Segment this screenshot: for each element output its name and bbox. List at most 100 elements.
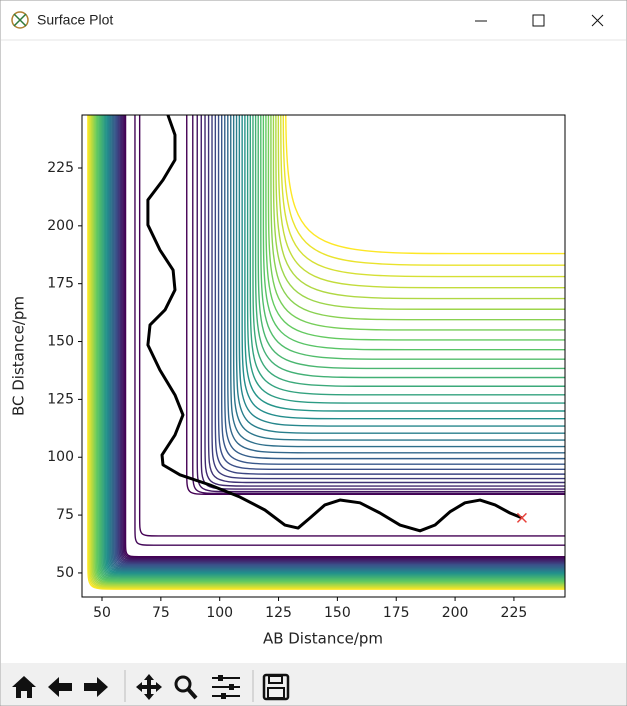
contour-line	[115, 115, 565, 566]
x-tick-label: 100	[206, 605, 233, 621]
contour-line	[192, 115, 565, 495]
contour-line	[134, 115, 565, 546]
contour-line	[97, 115, 565, 581]
home-button[interactable]	[12, 676, 36, 698]
contour-line	[262, 115, 565, 351]
y-tick-label: 125	[47, 391, 74, 407]
x-tick-label: 200	[442, 605, 469, 621]
contour-line	[241, 115, 565, 420]
x-tick-label: 125	[265, 605, 292, 621]
app-icon-mark	[13, 13, 27, 27]
contour-line	[207, 115, 565, 484]
contour-line	[112, 115, 565, 569]
contour-line	[277, 115, 565, 289]
y-tick-label: 75	[56, 507, 74, 523]
contour-line	[89, 115, 565, 588]
save-button[interactable]	[262, 673, 290, 701]
contour-line	[87, 115, 565, 590]
contour-line	[105, 115, 565, 575]
x-tick-label: 75	[152, 605, 170, 621]
contour-line	[224, 115, 565, 460]
contour-line	[103, 115, 565, 577]
contour-line	[217, 115, 565, 471]
y-tick-label: 150	[47, 334, 74, 350]
contour-line	[232, 115, 565, 441]
contour-line	[257, 115, 565, 370]
contour-line	[120, 115, 565, 562]
contour-line	[98, 115, 565, 581]
trajectory-line	[146, 115, 523, 533]
contour-line	[267, 115, 565, 331]
y-tick-label: 200	[47, 218, 74, 234]
contour-line	[102, 115, 565, 578]
contour-line	[107, 115, 565, 573]
contour-line	[106, 115, 565, 574]
contour-line	[249, 115, 565, 396]
contour-line	[275, 115, 565, 300]
toolbar	[1, 663, 626, 705]
maximize-button[interactable]	[532, 14, 545, 27]
contour-line	[235, 115, 565, 434]
contour-line	[238, 115, 565, 427]
contour-line	[96, 115, 565, 582]
contour-line	[124, 115, 565, 558]
contour-line	[108, 115, 565, 572]
contour-line	[285, 115, 565, 255]
x-axis-label: AB Distance/pm	[263, 630, 383, 648]
close-button[interactable]	[591, 14, 604, 27]
contour-line	[99, 115, 565, 580]
contour-line	[230, 115, 565, 448]
contour-line	[244, 115, 565, 412]
contour-line	[117, 115, 565, 564]
contour-line	[260, 115, 565, 360]
contour-line	[186, 115, 565, 495]
contour-surface	[87, 115, 565, 590]
forward-button[interactable]	[84, 677, 108, 697]
contour-line	[114, 115, 565, 567]
contour-line	[122, 115, 565, 560]
back-button[interactable]	[48, 677, 72, 697]
contour-line	[272, 115, 565, 310]
contour-line	[95, 115, 565, 583]
x-tick-label: 150	[324, 605, 351, 621]
plot: 50 75 100 125 150 175 200 225 50 75 100 125 150 175 20…	[47, 114, 566, 621]
pan-button[interactable]	[136, 674, 162, 700]
toolbar-background	[1, 663, 626, 705]
contour-line	[123, 115, 565, 559]
contour-line	[104, 115, 565, 576]
contour-line	[92, 115, 565, 585]
configure-button[interactable]	[212, 675, 240, 699]
contour-line	[227, 115, 565, 454]
y-tick-label: 100	[47, 449, 74, 465]
contour-line	[204, 115, 565, 487]
y-tick-label: 175	[47, 276, 74, 292]
title-bar: Surface Plot	[1, 11, 626, 41]
plot-frame	[81, 114, 566, 598]
contour-line	[94, 115, 565, 584]
contour-line	[100, 115, 565, 579]
contour-line	[246, 115, 565, 404]
contour-line	[221, 115, 565, 465]
contour-line	[113, 115, 565, 568]
contour-line	[121, 115, 565, 561]
end-marker	[516, 512, 527, 523]
contour-line	[280, 115, 565, 278]
contour-line	[90, 115, 565, 587]
contour-line	[211, 115, 565, 480]
contour-line	[110, 115, 565, 571]
contour-line	[214, 115, 565, 475]
contour-line	[270, 115, 565, 321]
window-title: Surface Plot	[37, 12, 113, 28]
x-tick-label: 50	[93, 605, 111, 621]
contour-line	[282, 115, 565, 266]
contour-line	[254, 115, 565, 379]
zoom-button[interactable]	[174, 675, 198, 700]
contour-line	[119, 115, 565, 563]
contour-line	[252, 115, 565, 387]
y-tick-label: 50	[56, 565, 74, 581]
contour-line	[88, 115, 565, 589]
contour-line	[111, 115, 565, 570]
y-tick-label: 225	[47, 160, 74, 176]
contour-line	[265, 115, 565, 341]
